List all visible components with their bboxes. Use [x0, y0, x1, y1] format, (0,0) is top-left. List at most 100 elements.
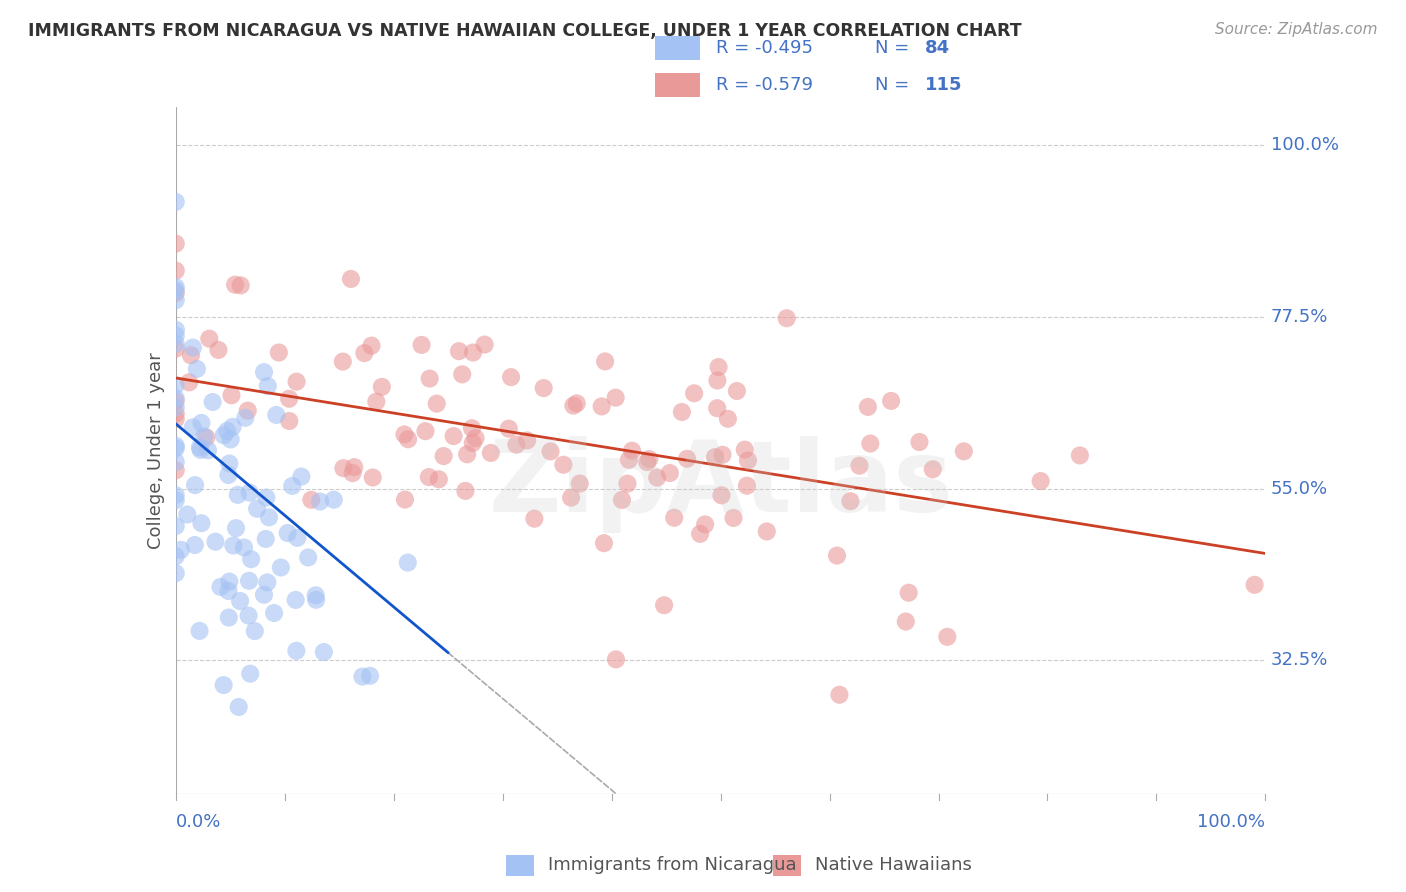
- Point: [340, 272, 363, 286]
- Point: [305, 588, 328, 602]
- Point: [170, 542, 193, 557]
- Point: [953, 444, 976, 458]
- Point: [839, 494, 862, 508]
- Point: [165, 412, 187, 426]
- Point: [353, 346, 375, 360]
- Point: [396, 556, 419, 570]
- Point: [266, 408, 288, 422]
- Text: 77.5%: 77.5%: [1271, 308, 1329, 326]
- Point: [312, 645, 335, 659]
- Point: [689, 526, 711, 541]
- Point: [343, 460, 366, 475]
- Point: [299, 492, 322, 507]
- Point: [645, 470, 668, 484]
- Point: [165, 378, 187, 392]
- Point: [165, 439, 187, 453]
- Point: [165, 519, 187, 533]
- Point: [717, 411, 740, 425]
- Point: [240, 552, 263, 566]
- Point: [239, 485, 262, 500]
- Point: [165, 566, 187, 581]
- Bar: [655, 73, 700, 97]
- Point: [246, 501, 269, 516]
- Bar: [655, 37, 700, 61]
- Text: IMMIGRANTS FROM NICARAGUA VS NATIVE HAWAIIAN COLLEGE, UNDER 1 YEAR CORRELATION C: IMMIGRANTS FROM NICARAGUA VS NATIVE HAWA…: [28, 22, 1022, 40]
- Text: 0.0%: 0.0%: [176, 813, 221, 831]
- Point: [201, 395, 224, 409]
- Bar: [506, 855, 534, 876]
- Point: [190, 516, 212, 531]
- Point: [238, 574, 260, 588]
- Point: [165, 236, 187, 251]
- Point: [921, 462, 943, 476]
- Text: 115: 115: [925, 77, 962, 95]
- Point: [257, 510, 280, 524]
- Text: Immigrants from Nicaragua: Immigrants from Nicaragua: [548, 856, 797, 874]
- Point: [165, 342, 187, 356]
- Point: [165, 263, 187, 277]
- Bar: [773, 855, 801, 876]
- Point: [165, 392, 187, 406]
- Point: [610, 492, 633, 507]
- Point: [427, 472, 450, 486]
- Text: 32.5%: 32.5%: [1271, 651, 1329, 669]
- Point: [285, 375, 308, 389]
- Point: [479, 446, 502, 460]
- Point: [165, 293, 187, 308]
- Point: [735, 479, 758, 493]
- Point: [433, 449, 456, 463]
- Point: [165, 328, 187, 343]
- Point: [239, 666, 262, 681]
- Point: [225, 521, 247, 535]
- Text: R = -0.579: R = -0.579: [716, 77, 813, 95]
- Point: [165, 336, 187, 351]
- Point: [165, 194, 187, 209]
- Point: [165, 455, 187, 469]
- Point: [418, 470, 440, 484]
- Point: [1069, 449, 1091, 463]
- Point: [212, 678, 235, 692]
- Point: [676, 451, 699, 466]
- Point: [218, 584, 240, 599]
- Text: 84: 84: [925, 39, 949, 57]
- Point: [1243, 578, 1265, 592]
- Point: [461, 345, 484, 359]
- Point: [253, 365, 276, 379]
- Point: [198, 332, 221, 346]
- Point: [505, 438, 527, 452]
- Point: [710, 488, 733, 502]
- Point: [254, 491, 277, 505]
- Point: [704, 450, 727, 464]
- Point: [723, 511, 745, 525]
- Point: [195, 430, 218, 444]
- Point: [936, 630, 959, 644]
- Point: [290, 469, 312, 483]
- Point: [238, 608, 260, 623]
- Point: [707, 359, 730, 374]
- Point: [553, 458, 575, 472]
- Point: [188, 441, 211, 455]
- Point: [828, 688, 851, 702]
- Point: [360, 339, 382, 353]
- Point: [176, 508, 198, 522]
- Point: [190, 416, 212, 430]
- Point: [894, 615, 917, 629]
- Point: [461, 421, 484, 435]
- Point: [165, 284, 187, 298]
- Point: [165, 407, 187, 421]
- Point: [229, 594, 252, 608]
- Point: [706, 374, 728, 388]
- Point: [180, 348, 202, 362]
- Point: [671, 405, 693, 419]
- Point: [617, 452, 640, 467]
- Point: [447, 344, 470, 359]
- Point: [593, 354, 616, 368]
- Point: [464, 431, 486, 445]
- Point: [165, 442, 187, 456]
- Point: [322, 492, 344, 507]
- Point: [332, 354, 354, 368]
- Point: [285, 531, 308, 545]
- Text: N =: N =: [875, 77, 915, 95]
- Text: Native Hawaiians: Native Hawaiians: [815, 856, 973, 874]
- Point: [396, 432, 419, 446]
